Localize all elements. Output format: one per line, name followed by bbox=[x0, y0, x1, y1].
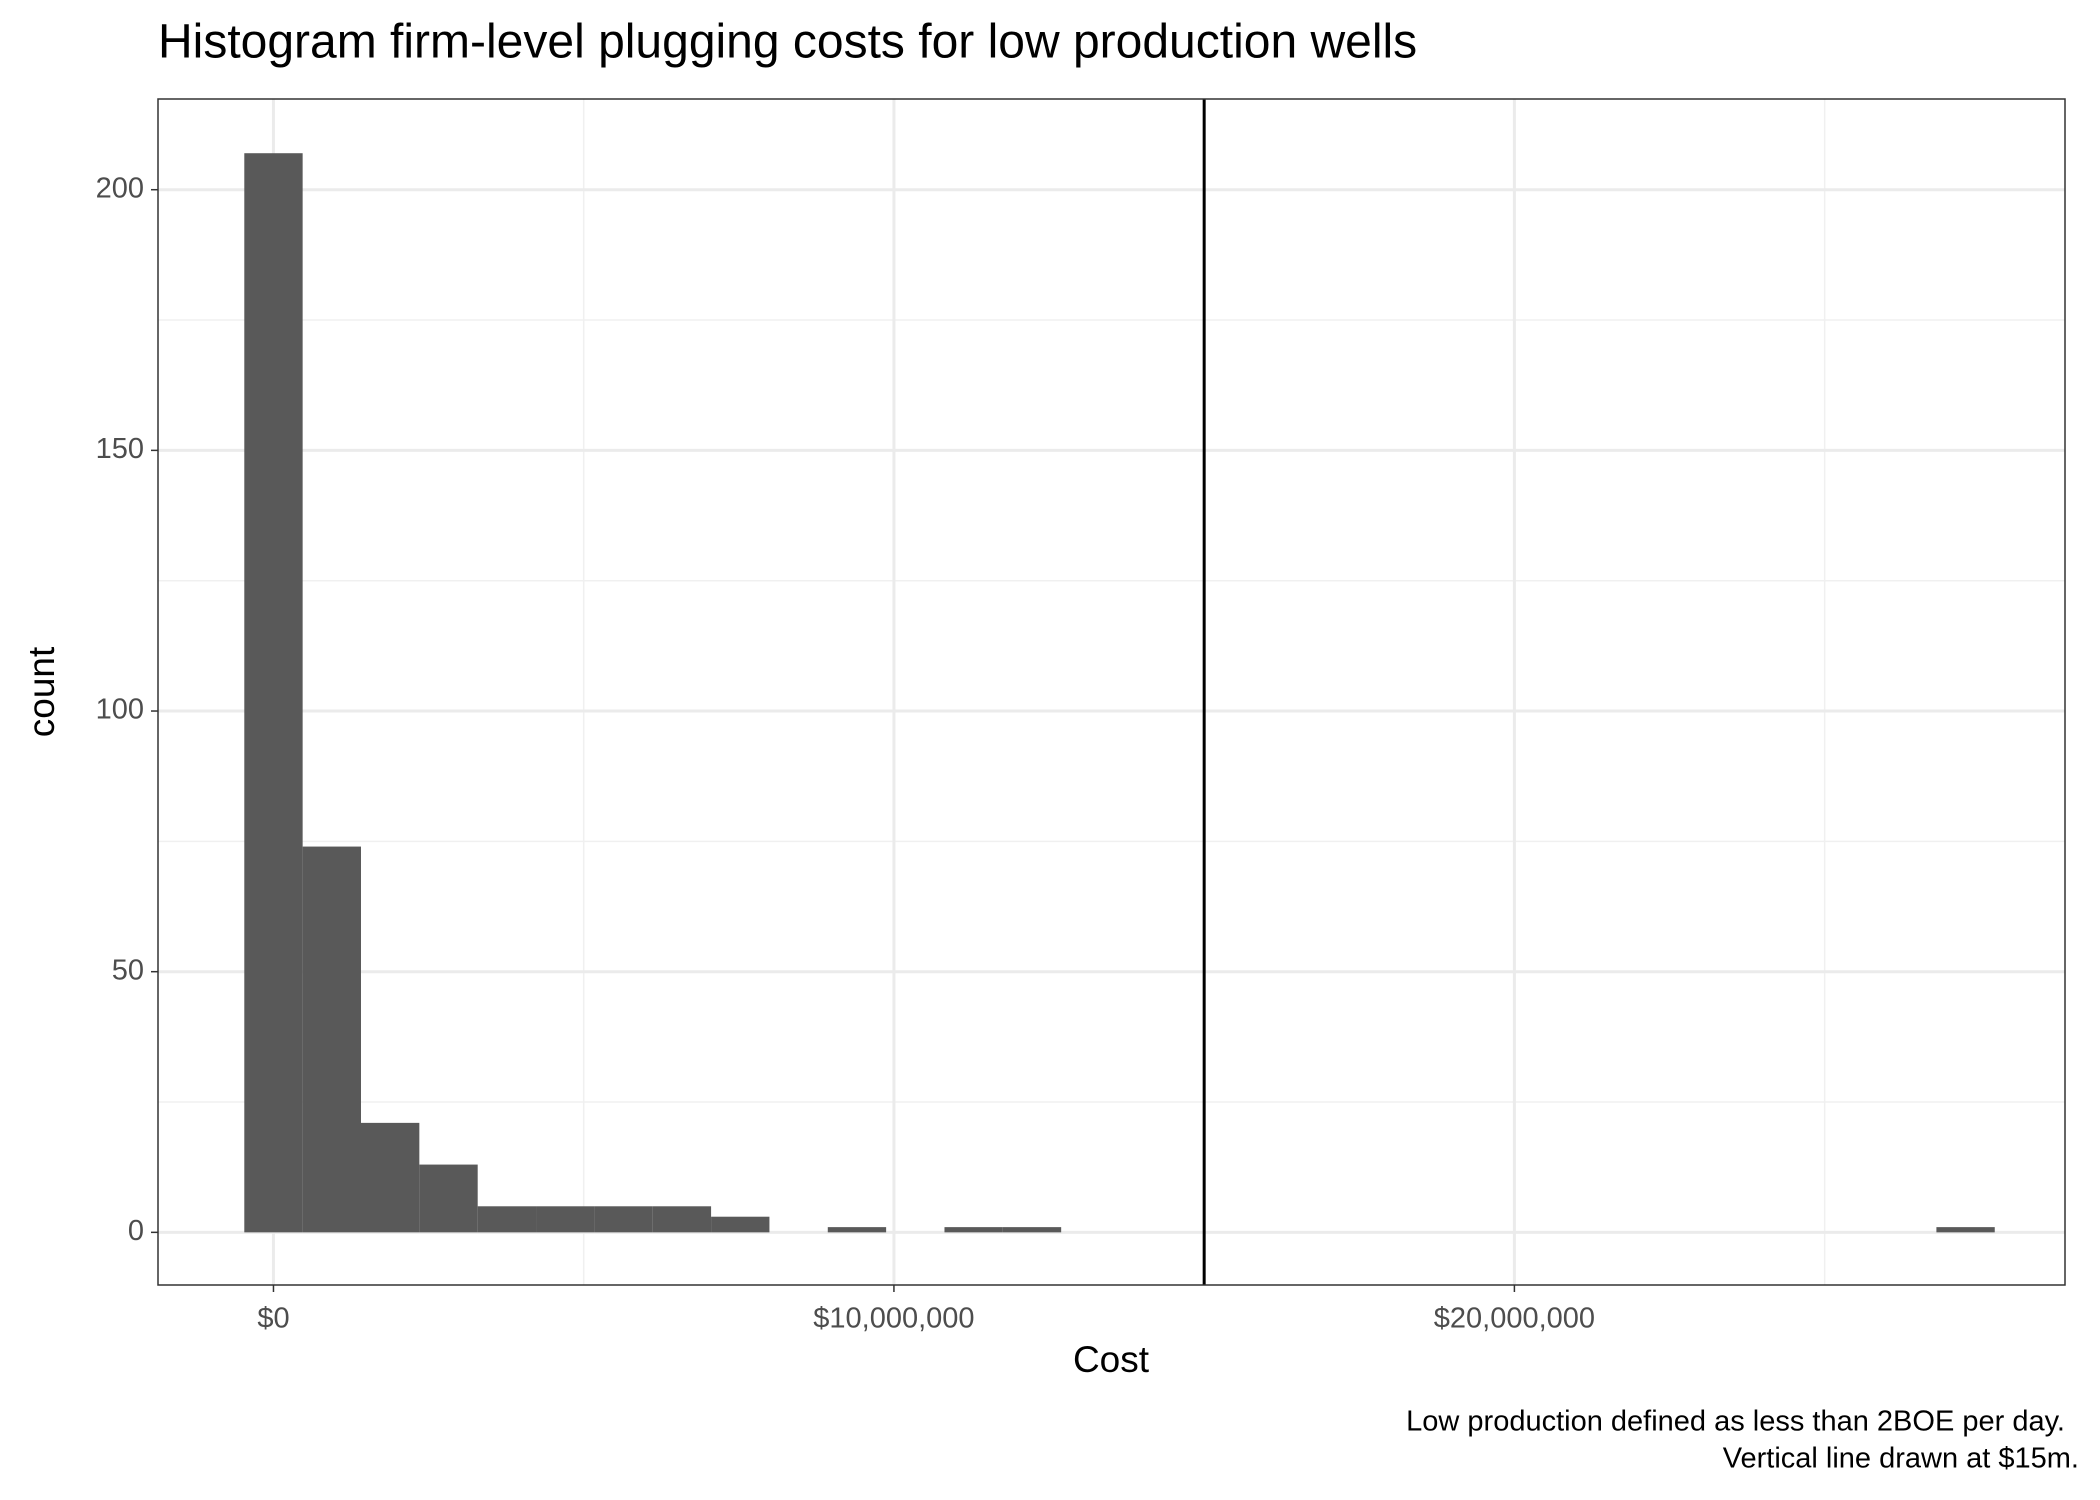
y-tick-label: 150 bbox=[96, 433, 144, 465]
y-tick-label: 50 bbox=[112, 954, 144, 986]
bar bbox=[477, 1206, 537, 1233]
y-tick-label: 0 bbox=[128, 1215, 144, 1247]
bar bbox=[827, 1227, 887, 1233]
x-tick-label: $10,000,000 bbox=[813, 1303, 974, 1335]
bar bbox=[302, 846, 361, 1233]
bar bbox=[652, 1206, 712, 1233]
y-axis-label: count bbox=[21, 646, 62, 737]
bar bbox=[711, 1216, 770, 1233]
chart-title: Histogram firm-level plugging costs for … bbox=[158, 16, 1417, 69]
y-tick-label: 100 bbox=[96, 694, 144, 726]
x-tick-label: $0 bbox=[257, 1303, 289, 1335]
bar bbox=[244, 153, 303, 1233]
x-tick-label: $20,000,000 bbox=[1434, 1303, 1595, 1335]
bar bbox=[594, 1206, 653, 1233]
bar bbox=[1002, 1227, 1062, 1233]
y-tick-label: 200 bbox=[96, 172, 144, 204]
bar bbox=[536, 1206, 595, 1233]
panel-border bbox=[157, 98, 2066, 1286]
bar bbox=[1936, 1227, 1995, 1233]
bar bbox=[419, 1164, 478, 1233]
bar bbox=[360, 1122, 420, 1233]
caption: Vertical line drawn at $15m. bbox=[1723, 1443, 2079, 1475]
caption: Low production defined as less than 2BOE… bbox=[1406, 1406, 2065, 1438]
x-axis-label: Cost bbox=[1073, 1339, 1150, 1380]
bar bbox=[944, 1227, 1003, 1233]
